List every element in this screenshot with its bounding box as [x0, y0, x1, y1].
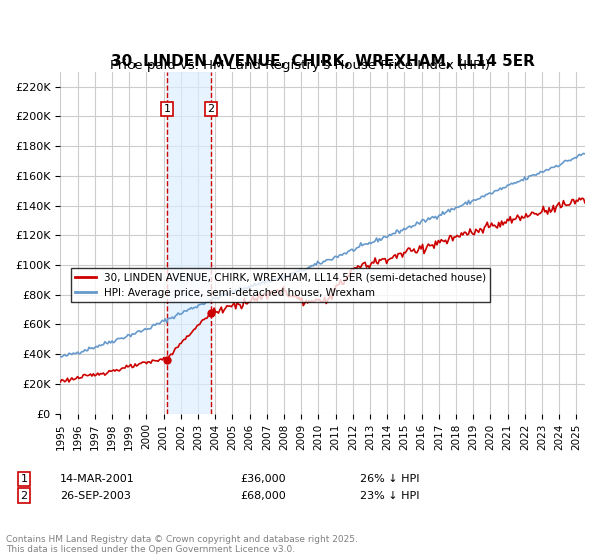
Text: 26% ↓ HPI: 26% ↓ HPI: [360, 474, 419, 484]
Text: 26-SEP-2003: 26-SEP-2003: [60, 491, 131, 501]
Text: 1: 1: [163, 104, 170, 114]
Text: 2: 2: [207, 104, 214, 114]
Text: 23% ↓ HPI: 23% ↓ HPI: [360, 491, 419, 501]
Text: £36,000: £36,000: [240, 474, 286, 484]
Text: 14-MAR-2001: 14-MAR-2001: [60, 474, 135, 484]
Text: 1: 1: [20, 474, 28, 484]
Title: 30, LINDEN AVENUE, CHIRK, WREXHAM, LL14 5ER: 30, LINDEN AVENUE, CHIRK, WREXHAM, LL14 …: [111, 54, 535, 69]
Text: 2: 2: [20, 491, 28, 501]
Text: £68,000: £68,000: [240, 491, 286, 501]
Text: Contains HM Land Registry data © Crown copyright and database right 2025.
This d: Contains HM Land Registry data © Crown c…: [6, 535, 358, 554]
Bar: [167, 72, 211, 414]
Text: Price paid vs. HM Land Registry's House Price Index (HPI): Price paid vs. HM Land Registry's House …: [110, 59, 490, 72]
Legend: 30, LINDEN AVENUE, CHIRK, WREXHAM, LL14 5ER (semi-detached house), HPI: Average : 30, LINDEN AVENUE, CHIRK, WREXHAM, LL14 …: [71, 268, 490, 302]
